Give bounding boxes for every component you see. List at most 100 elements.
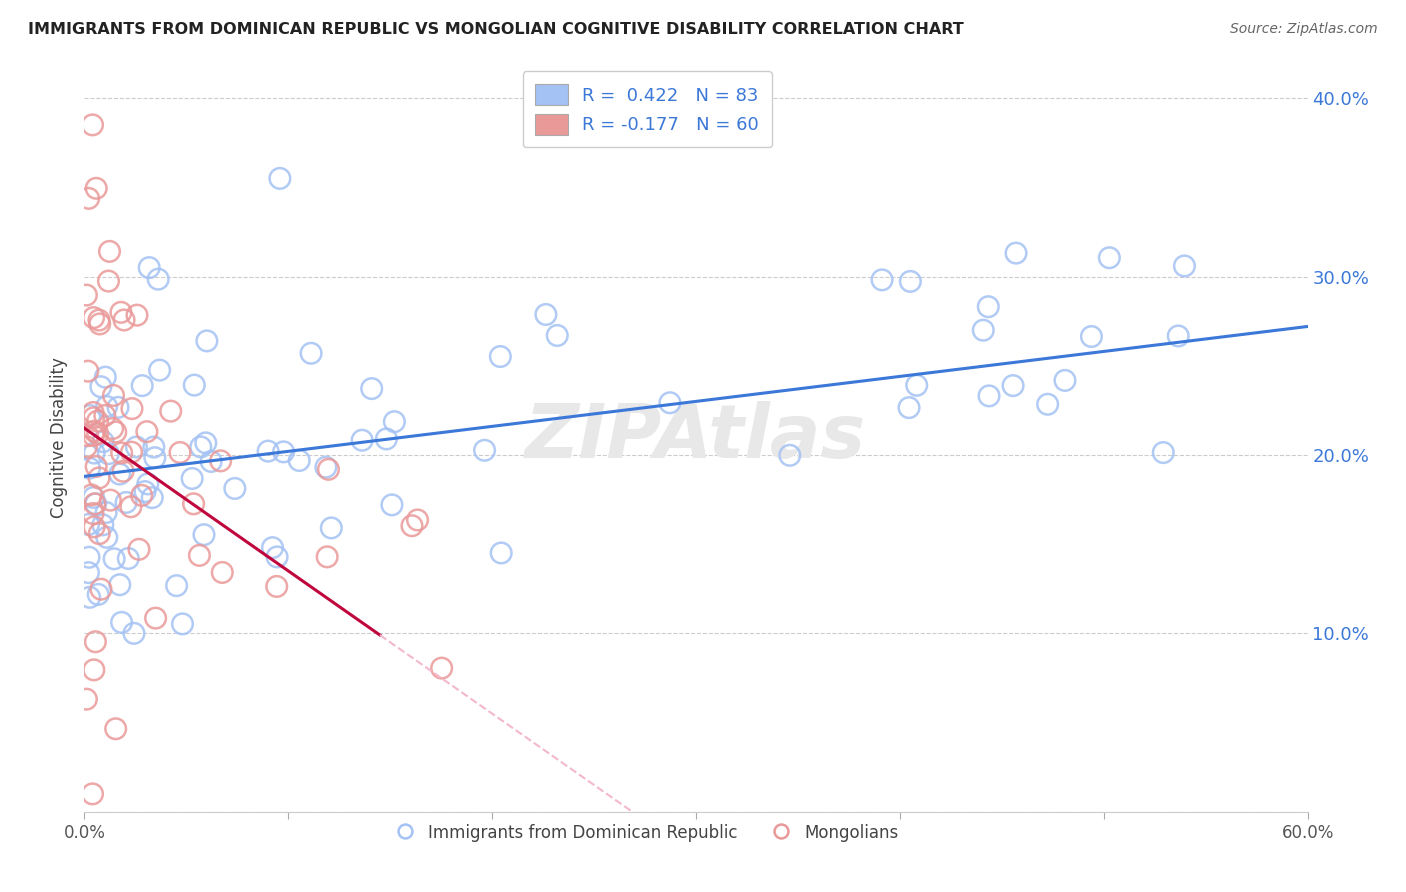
Point [188,549,211,563]
Point [134,484,156,499]
Point [977,389,1000,403]
Point [97,274,120,288]
Point [299,346,322,360]
Point [83,410,105,425]
Point [80,488,103,502]
Point [87,471,110,485]
Point [108,467,131,481]
Point [84,497,107,511]
Point [375,432,398,446]
Point [121,445,143,459]
Point [266,549,288,564]
Point [101,421,124,435]
Point [79,591,101,605]
Point [381,498,404,512]
Point [149,363,172,377]
Point [121,401,143,416]
Point [318,462,340,476]
Point [94,506,117,520]
Point [97,447,120,461]
Point [122,626,145,640]
Point [76,428,98,442]
Point [77,566,100,580]
Point [83,520,105,534]
Point [1167,329,1189,343]
Point [107,401,129,415]
Point [401,518,423,533]
Text: Source: ZipAtlas.com: Source: ZipAtlas.com [1230,22,1378,37]
Point [83,491,105,505]
Point [112,464,135,478]
Point [77,550,100,565]
Point [110,615,132,630]
Point [257,444,280,458]
Point [79,461,101,475]
Point [75,440,97,454]
Point [269,171,291,186]
Point [125,440,148,454]
Point [82,428,104,442]
Point [1053,373,1076,387]
Point [91,517,114,532]
Point [1002,378,1025,392]
Point [384,415,406,429]
Point [143,450,166,465]
Point [273,445,295,459]
Point [489,350,512,364]
Point [79,409,101,423]
Point [96,530,118,544]
Point [898,401,921,415]
Point [111,446,134,460]
Point [905,378,928,392]
Point [1098,251,1121,265]
Point [115,495,138,509]
Point [406,513,429,527]
Text: ZIPAtlas: ZIPAtlas [526,401,866,474]
Point [534,308,557,322]
Point [83,424,105,438]
Point [898,274,921,288]
Point [315,460,337,475]
Point [94,370,117,384]
Point [211,566,233,580]
Point [1005,246,1028,260]
Point [104,722,127,736]
Point [82,118,104,132]
Point [82,507,104,521]
Point [91,434,114,449]
Point [195,334,218,348]
Point [120,500,142,514]
Point [76,364,98,378]
Point [94,409,117,423]
Point [131,488,153,502]
Point [77,191,100,205]
Point [352,434,374,448]
Point [86,414,108,428]
Point [84,634,107,648]
Point [190,440,212,454]
Point [84,181,107,195]
Point [870,273,893,287]
Point [224,482,246,496]
Y-axis label: Cognitive Disability: Cognitive Disability [51,357,69,517]
Point [110,305,132,319]
Point [194,436,217,450]
Point [169,445,191,459]
Point [90,582,112,597]
Point [209,454,232,468]
Point [1173,259,1195,273]
Point [75,288,97,302]
Point [546,328,568,343]
Point [181,471,204,485]
Point [98,493,121,508]
Point [142,440,165,454]
Point [193,527,215,541]
Point [89,317,111,331]
Point [112,313,135,327]
Point [77,517,100,532]
Point [98,244,121,259]
Point [1036,397,1059,411]
Point [779,448,801,462]
Point [1152,445,1174,459]
Point [489,546,512,560]
